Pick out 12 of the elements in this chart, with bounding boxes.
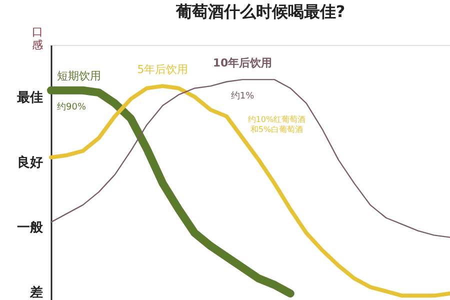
annotation: 约90% (57, 101, 86, 112)
annotation: 约10%红葡萄酒和5%白葡萄酒 (248, 115, 306, 134)
series-label: 5年后饮用 (137, 63, 188, 76)
series-label: 10年后饮用 (212, 56, 272, 70)
text: 良好 (17, 154, 43, 170)
series-label: 短期饮用 (57, 69, 101, 82)
annotation: 约1% (230, 90, 255, 102)
chart-title: 葡萄酒什么时候喝最佳? (174, 2, 346, 21)
text: 差 (29, 285, 43, 300)
text: 一般 (17, 220, 44, 236)
y-axis-title: 口感 (32, 26, 43, 52)
text: 最佳 (16, 90, 43, 106)
